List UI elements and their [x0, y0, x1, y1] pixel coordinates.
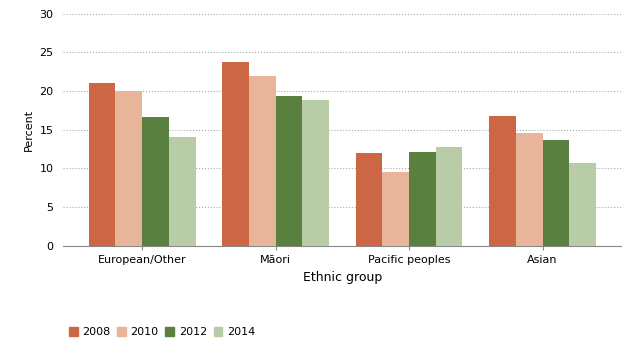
Legend: 2008, 2010, 2012, 2014: 2008, 2010, 2012, 2014 [69, 327, 255, 337]
Bar [516, 133, 543, 246]
Bar [223, 62, 249, 246]
Bar [543, 140, 569, 246]
Bar [382, 172, 409, 246]
Bar [142, 117, 169, 246]
Bar [569, 163, 596, 246]
Bar [436, 147, 462, 246]
Bar [489, 116, 516, 246]
Bar [302, 100, 329, 246]
Bar [249, 76, 276, 246]
Bar [356, 153, 382, 246]
Bar [169, 137, 195, 246]
Y-axis label: Percent: Percent [24, 108, 34, 151]
Bar [276, 97, 302, 246]
Bar [89, 83, 115, 246]
X-axis label: Ethnic group: Ethnic group [303, 271, 382, 284]
Bar [409, 152, 436, 246]
Bar [115, 91, 142, 246]
